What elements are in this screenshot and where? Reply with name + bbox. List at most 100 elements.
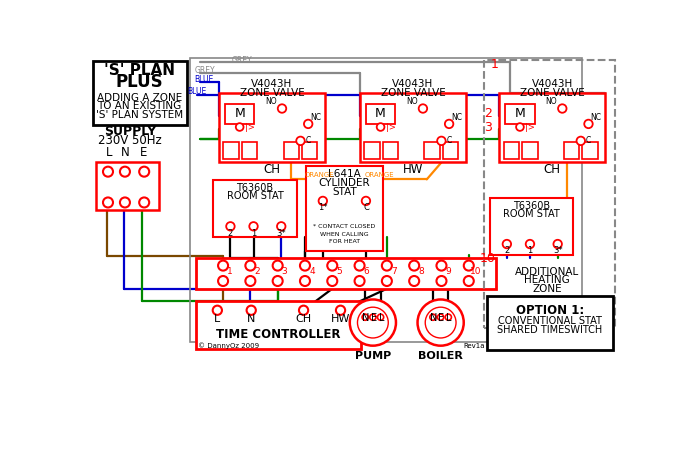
Text: 3: 3 <box>484 121 492 134</box>
Text: M: M <box>375 108 386 120</box>
Text: 7: 7 <box>391 267 397 276</box>
Text: SHARED TIMESWITCH: SHARED TIMESWITCH <box>497 325 602 335</box>
Circle shape <box>382 261 392 271</box>
Text: CH: CH <box>264 163 281 176</box>
Circle shape <box>357 307 388 338</box>
Text: V4043H: V4043H <box>393 79 433 89</box>
Circle shape <box>409 276 420 286</box>
Text: N: N <box>430 313 437 323</box>
Bar <box>505 104 535 124</box>
Bar <box>582 142 598 159</box>
Circle shape <box>327 276 337 286</box>
Bar <box>242 142 257 159</box>
Text: 8: 8 <box>418 267 424 276</box>
Bar <box>190 58 582 342</box>
Circle shape <box>464 261 474 271</box>
Text: 10: 10 <box>470 267 482 276</box>
Circle shape <box>377 123 384 131</box>
Text: ROOM STAT: ROOM STAT <box>227 191 284 201</box>
Bar <box>225 104 255 124</box>
Text: ORANGE: ORANGE <box>364 172 394 178</box>
Text: CH: CH <box>544 163 561 176</box>
Text: 'S' PLAN: 'S' PLAN <box>104 63 175 78</box>
Bar <box>219 93 325 162</box>
Circle shape <box>355 276 364 286</box>
Circle shape <box>464 276 474 286</box>
Circle shape <box>584 120 593 128</box>
Text: N: N <box>121 146 130 159</box>
Circle shape <box>558 104 566 113</box>
Text: ADDING A ZONE: ADDING A ZONE <box>97 93 182 103</box>
Circle shape <box>299 306 308 315</box>
Text: M: M <box>515 108 525 120</box>
Text: SUPPLY: SUPPLY <box>104 125 157 138</box>
Text: E: E <box>438 313 444 323</box>
Circle shape <box>300 261 310 271</box>
Circle shape <box>296 137 305 145</box>
Text: FOR HEAT: FOR HEAT <box>329 239 360 244</box>
Text: PLUS: PLUS <box>116 73 164 91</box>
Text: L: L <box>214 314 221 324</box>
Circle shape <box>304 120 313 128</box>
Text: 10: 10 <box>480 252 495 265</box>
Text: BOILER: BOILER <box>418 351 463 361</box>
Text: L: L <box>446 313 452 323</box>
Text: BLUE: BLUE <box>188 87 207 96</box>
Text: T6360B: T6360B <box>237 183 274 193</box>
Text: C: C <box>306 136 310 146</box>
Text: |>: |> <box>386 123 395 132</box>
Circle shape <box>327 261 337 271</box>
Circle shape <box>430 314 436 320</box>
Circle shape <box>236 123 244 131</box>
Circle shape <box>437 276 446 286</box>
Text: ZONE VALVE: ZONE VALVE <box>520 88 584 98</box>
Circle shape <box>277 222 286 231</box>
Text: NC: NC <box>310 113 322 122</box>
Text: WHEN CALLING: WHEN CALLING <box>320 232 368 236</box>
Circle shape <box>553 240 562 249</box>
Text: E: E <box>371 313 377 323</box>
Circle shape <box>437 137 446 145</box>
Text: T6360B: T6360B <box>513 201 550 211</box>
Circle shape <box>246 306 256 315</box>
Circle shape <box>437 261 446 271</box>
Circle shape <box>577 137 585 145</box>
Circle shape <box>103 167 113 176</box>
Circle shape <box>516 123 524 131</box>
Text: CONVENTIONAL STAT: CONVENTIONAL STAT <box>498 316 602 326</box>
Text: 1: 1 <box>527 247 533 256</box>
Circle shape <box>350 300 396 346</box>
Text: 2: 2 <box>255 267 260 276</box>
Text: 2: 2 <box>228 229 233 238</box>
Text: TO AN EXISTING: TO AN EXISTING <box>97 101 181 111</box>
Bar <box>359 93 466 162</box>
Text: CYLINDER: CYLINDER <box>319 178 371 188</box>
Text: NC: NC <box>591 113 602 122</box>
Circle shape <box>502 240 511 249</box>
Circle shape <box>246 276 255 286</box>
Text: PUMP: PUMP <box>355 351 391 361</box>
Text: 9: 9 <box>446 267 451 276</box>
Bar <box>284 142 299 159</box>
Bar <box>196 258 496 289</box>
Text: |>: |> <box>525 123 535 132</box>
Circle shape <box>445 120 453 128</box>
Text: * CONTACT CLOSED: * CONTACT CLOSED <box>313 224 375 229</box>
Text: 1: 1 <box>227 267 233 276</box>
Bar <box>96 162 159 210</box>
Bar <box>224 142 239 159</box>
Circle shape <box>273 276 283 286</box>
Bar <box>499 93 605 162</box>
Text: L641A: L641A <box>328 169 361 179</box>
Circle shape <box>526 240 534 249</box>
Circle shape <box>246 261 255 271</box>
Text: Rev1a: Rev1a <box>464 343 485 349</box>
Circle shape <box>213 306 222 315</box>
Text: 3*: 3* <box>553 247 562 256</box>
Text: 1: 1 <box>251 229 256 238</box>
Circle shape <box>362 314 368 320</box>
Text: NO: NO <box>546 97 558 106</box>
Text: 1: 1 <box>491 58 498 71</box>
Text: ROOM STAT: ROOM STAT <box>503 209 560 219</box>
Text: © DannyOz 2009: © DannyOz 2009 <box>198 343 259 349</box>
